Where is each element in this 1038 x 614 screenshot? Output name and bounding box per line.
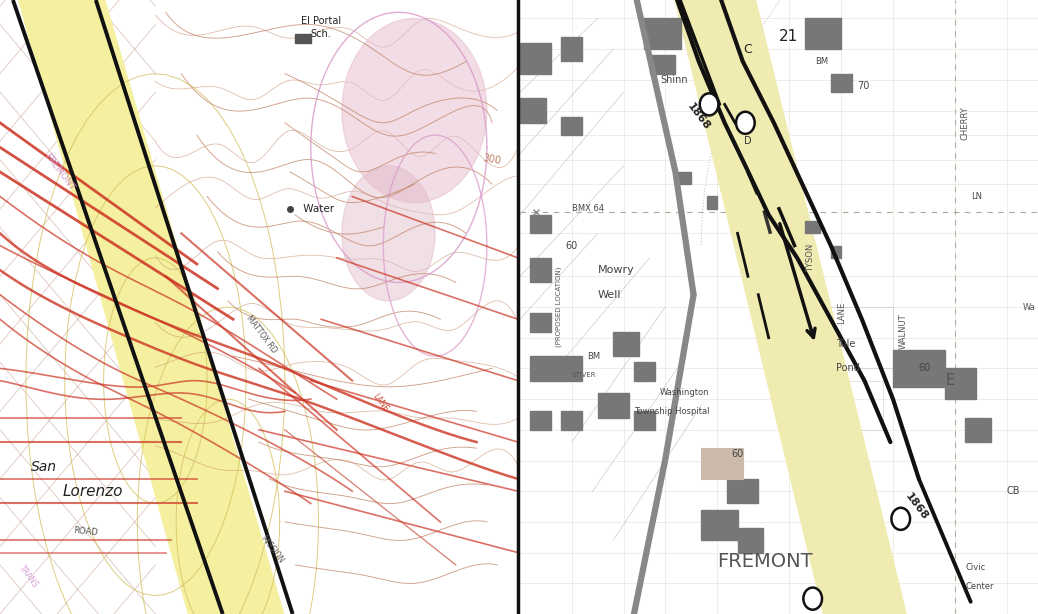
Text: Shinn: Shinn bbox=[660, 75, 687, 85]
Bar bbox=[702, 448, 743, 479]
Text: San: San bbox=[31, 460, 57, 473]
Text: LANE: LANE bbox=[837, 302, 846, 324]
Bar bbox=[530, 258, 551, 282]
Text: D: D bbox=[744, 136, 752, 146]
Bar bbox=[707, 196, 717, 209]
Bar bbox=[728, 479, 759, 503]
Bar bbox=[520, 43, 551, 74]
Text: 60: 60 bbox=[732, 449, 743, 459]
Text: WALNUT: WALNUT bbox=[899, 314, 908, 349]
Text: FREMONT: FREMONT bbox=[43, 152, 77, 192]
Text: FREMONT: FREMONT bbox=[717, 553, 813, 571]
Bar bbox=[676, 172, 691, 184]
Bar bbox=[530, 356, 556, 381]
Bar bbox=[295, 34, 310, 43]
Bar bbox=[738, 528, 764, 553]
Bar bbox=[965, 418, 991, 442]
Text: E: E bbox=[946, 373, 955, 388]
Text: Township Hospital: Township Hospital bbox=[634, 407, 710, 416]
Bar bbox=[530, 215, 551, 233]
Text: Water: Water bbox=[300, 204, 334, 214]
Text: CB: CB bbox=[1007, 486, 1020, 496]
Text: TRANS: TRANS bbox=[18, 564, 39, 590]
Text: Center: Center bbox=[965, 582, 994, 591]
Text: Washington: Washington bbox=[660, 389, 709, 397]
Polygon shape bbox=[667, 0, 913, 614]
Bar bbox=[804, 18, 841, 49]
Text: Tule: Tule bbox=[836, 339, 855, 349]
Text: BM: BM bbox=[588, 352, 601, 360]
Bar bbox=[562, 37, 582, 61]
Text: Pond: Pond bbox=[836, 363, 859, 373]
Bar bbox=[562, 117, 582, 135]
Ellipse shape bbox=[342, 166, 435, 301]
Circle shape bbox=[700, 93, 718, 115]
Polygon shape bbox=[10, 0, 293, 614]
Text: STIVER: STIVER bbox=[572, 371, 597, 378]
Bar bbox=[804, 221, 820, 233]
Text: ROAD: ROAD bbox=[73, 526, 98, 537]
Bar bbox=[830, 246, 841, 258]
Text: Mowry: Mowry bbox=[598, 265, 634, 275]
Bar bbox=[634, 411, 655, 430]
Bar bbox=[893, 350, 945, 387]
Text: Civic: Civic bbox=[965, 564, 986, 572]
Text: MATTOX RD: MATTOX RD bbox=[245, 314, 278, 355]
Text: CHERRY: CHERRY bbox=[961, 106, 969, 139]
Text: El Portal: El Portal bbox=[301, 17, 342, 26]
Text: 300: 300 bbox=[482, 153, 501, 166]
Bar bbox=[613, 332, 639, 356]
Bar bbox=[562, 411, 582, 430]
Text: BMX 64: BMX 64 bbox=[572, 204, 604, 213]
Bar bbox=[830, 74, 851, 92]
Ellipse shape bbox=[342, 18, 487, 203]
Text: 21: 21 bbox=[778, 29, 798, 44]
Text: LN: LN bbox=[971, 192, 982, 201]
Text: LANE: LANE bbox=[371, 392, 390, 413]
Text: 1868: 1868 bbox=[903, 491, 930, 522]
Bar bbox=[598, 393, 629, 418]
Circle shape bbox=[736, 112, 755, 134]
Bar bbox=[945, 368, 976, 399]
Text: TYSON: TYSON bbox=[805, 244, 815, 272]
Text: Well: Well bbox=[598, 290, 621, 300]
Bar bbox=[702, 510, 738, 540]
Bar bbox=[634, 362, 655, 381]
Bar bbox=[520, 98, 546, 123]
Text: 70: 70 bbox=[856, 81, 869, 91]
Text: C: C bbox=[743, 42, 752, 56]
Bar bbox=[645, 18, 681, 49]
Circle shape bbox=[803, 588, 822, 610]
Bar bbox=[530, 313, 551, 332]
Text: Lorenzo: Lorenzo bbox=[62, 484, 122, 499]
Text: Sch.: Sch. bbox=[310, 29, 331, 39]
Circle shape bbox=[892, 508, 910, 530]
Text: 60: 60 bbox=[566, 241, 578, 251]
Text: (PROPOSED LOCATION): (PROPOSED LOCATION) bbox=[555, 267, 563, 347]
Bar bbox=[530, 411, 551, 430]
Text: 1868: 1868 bbox=[685, 101, 712, 132]
Text: 60: 60 bbox=[918, 363, 930, 373]
Text: Wa: Wa bbox=[1022, 303, 1035, 311]
Bar bbox=[650, 55, 676, 74]
Text: BM: BM bbox=[815, 57, 828, 66]
Bar bbox=[556, 356, 582, 381]
Text: MISSION: MISSION bbox=[258, 534, 285, 565]
